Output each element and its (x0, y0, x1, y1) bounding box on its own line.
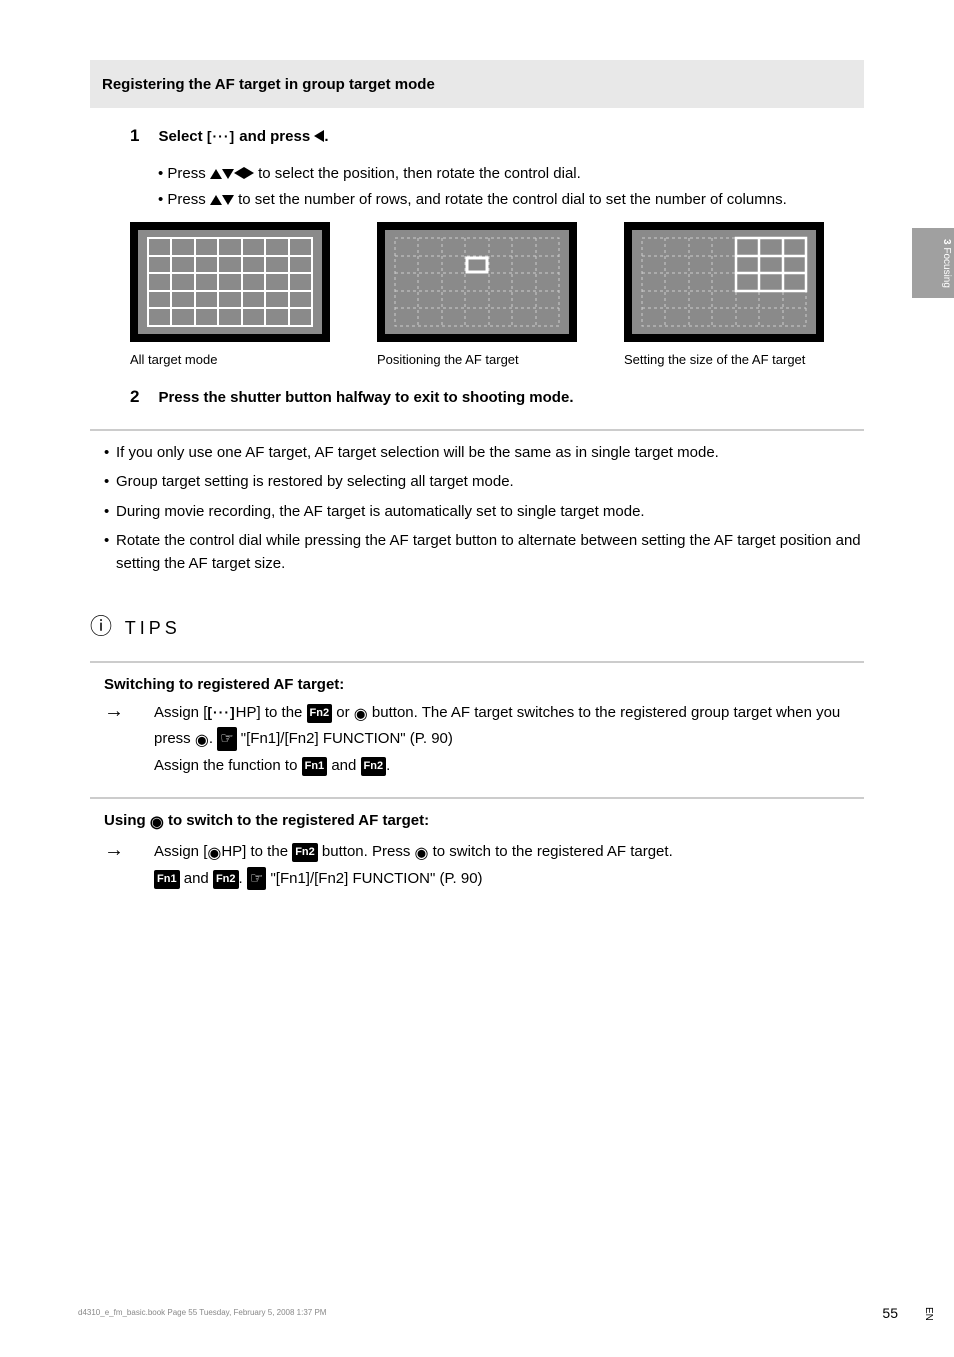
step-1-text: Select [···] and press . (158, 126, 838, 149)
fn2-icon: Fn2 (292, 843, 318, 862)
tip-2-body: Assign [◉HP] to the Fn2 button. Press ◉ … (154, 840, 864, 890)
example-images-row (130, 222, 824, 342)
step-number-1: 1 (130, 126, 154, 146)
tip-2-title: Using ◉ to switch to the registered AF t… (104, 809, 864, 836)
fn2-icon: Fn2 (307, 704, 333, 723)
fn2-icon: Fn2 (213, 870, 239, 889)
down-arrow-icon (222, 195, 234, 205)
note-2: Group target setting is restored by sele… (104, 470, 864, 493)
rec-icon: ◉ (150, 811, 164, 836)
step-1-bullet-2: Press to set the number of rows, and rot… (158, 189, 864, 212)
arrow-icon: → (104, 839, 124, 861)
left-arrow-icon (314, 130, 324, 142)
tip-1-title: Switching to registered AF target: (104, 673, 864, 696)
side-tab-label: Focusing (941, 247, 952, 288)
rec-icon: ◉ (195, 729, 209, 754)
down-arrow-icon (222, 169, 234, 179)
fn1-icon: Fn1 (154, 870, 180, 889)
rec-icon: ◉ (207, 842, 221, 867)
section-header: Registering the AF target in group targe… (90, 60, 864, 108)
tips-heading: ⓘ TIPS (90, 609, 864, 641)
page-number: 55 (882, 1305, 898, 1321)
step-number-2: 2 (130, 387, 154, 407)
example-image-positioning (377, 222, 577, 342)
example-image-sizing (624, 222, 824, 342)
reference-icon: ☞ (217, 727, 236, 750)
caption-3: Setting the size of the AF target (624, 352, 824, 367)
rec-icon: ◉ (354, 703, 368, 728)
all-target-icon: [···] (207, 126, 235, 147)
fn1-icon: Fn1 (302, 757, 328, 776)
right-arrow-icon (244, 167, 254, 179)
reference-icon: ☞ (247, 867, 266, 890)
footer-code: d4310_e_fm_basic.book Page 55 Tuesday, F… (78, 1308, 326, 1317)
all-target-icon: [···] (207, 702, 235, 724)
divider (90, 661, 864, 663)
left-arrow-icon (234, 167, 244, 179)
caption-1: All target mode (130, 352, 330, 367)
note-1: If you only use one AF target, AF target… (104, 441, 864, 464)
note-4: Rotate the control dial while pressing t… (104, 529, 864, 576)
divider (90, 429, 864, 431)
up-arrow-icon (210, 195, 222, 205)
arrow-icon: → (104, 700, 124, 722)
tip-1-body: Assign [[···]HP] to the Fn2 or ◉ button.… (154, 701, 864, 778)
step-1-bullet-1: Press to select the position, then rotat… (158, 163, 864, 186)
example-image-all-target (130, 222, 330, 342)
note-3: During movie recording, the AF target is… (104, 500, 864, 523)
divider (90, 797, 864, 799)
rec-icon: ◉ (414, 842, 428, 867)
fn2-icon: Fn2 (361, 757, 387, 776)
side-tab: 3 Focusing (912, 228, 954, 298)
section-header-text: Registering the AF target in group targe… (102, 76, 435, 93)
page-language: EN (923, 1307, 934, 1321)
up-arrow-icon (210, 169, 222, 179)
caption-2: Positioning the AF target (377, 352, 577, 367)
step-2-text: Press the shutter button halfway to exit… (158, 387, 838, 410)
